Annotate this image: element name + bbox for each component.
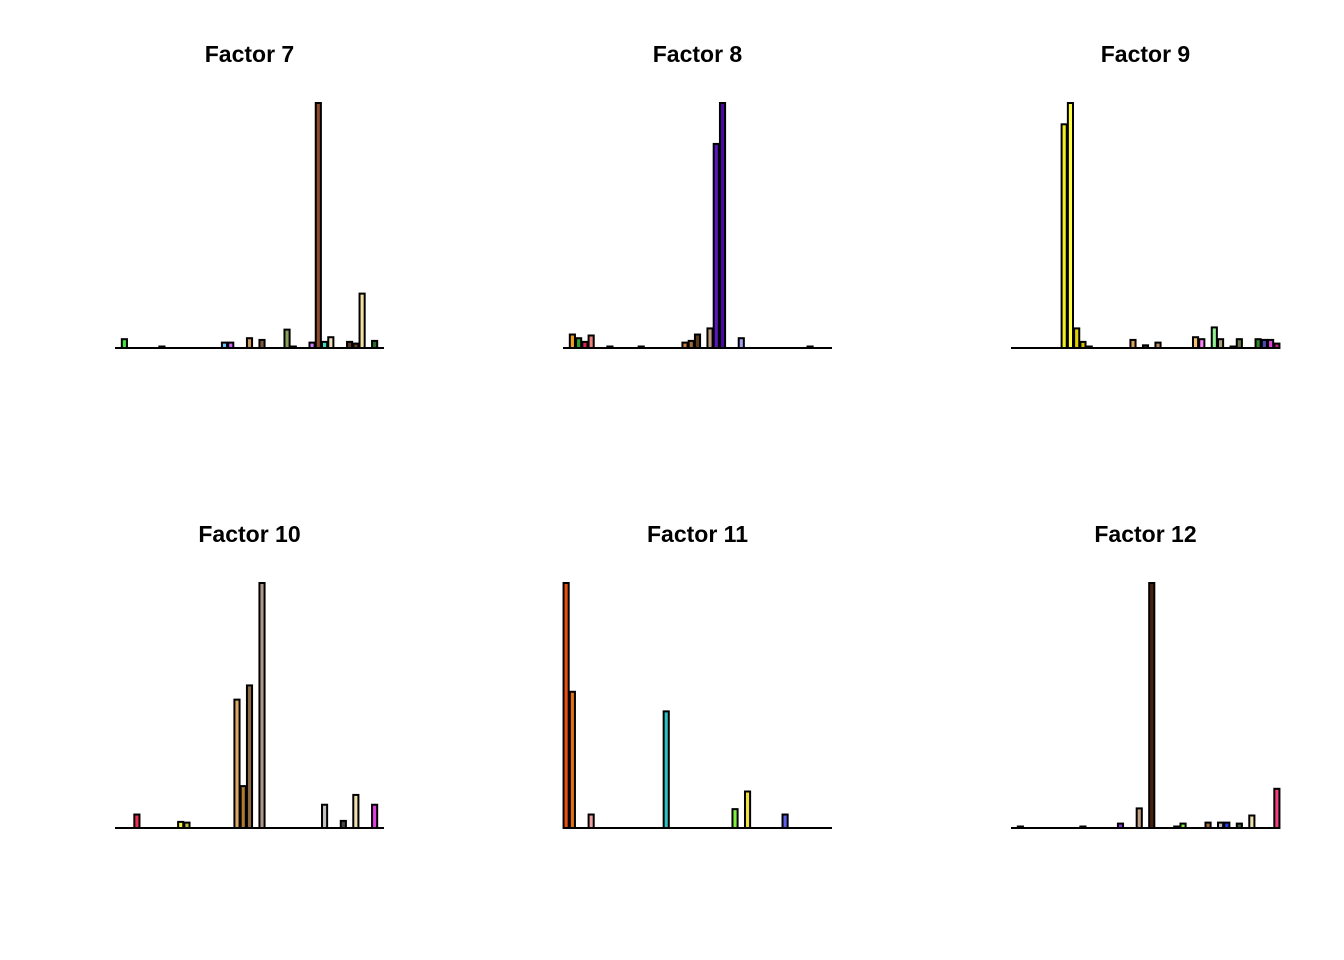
bar — [314, 102, 322, 349]
bar — [1260, 338, 1268, 350]
bar — [687, 339, 695, 350]
panel-title: Factor 12 — [1094, 521, 1196, 547]
bar — [120, 338, 128, 349]
bar — [568, 333, 576, 349]
bar — [1060, 123, 1068, 349]
bar — [662, 710, 670, 830]
bar — [693, 333, 702, 349]
bar — [245, 337, 254, 350]
bar — [321, 803, 329, 829]
bar — [737, 337, 745, 350]
bar — [1248, 814, 1256, 829]
factor-panel-0: Factor 7 — [115, 41, 384, 350]
bar — [1073, 327, 1081, 349]
panel-title: Factor 8 — [653, 41, 743, 67]
bar — [358, 292, 366, 349]
bar — [371, 803, 379, 829]
bar — [352, 793, 360, 829]
bar — [133, 813, 141, 829]
bar — [781, 813, 789, 829]
bar — [712, 142, 720, 349]
bar — [587, 813, 595, 829]
bar — [575, 337, 583, 350]
panel-title: Factor 11 — [647, 521, 748, 547]
bar — [1217, 338, 1225, 349]
bar — [1210, 326, 1218, 350]
bar — [706, 327, 714, 349]
bar — [1066, 102, 1074, 349]
bar — [1129, 338, 1137, 350]
factor-panel-2: Factor 9 — [1011, 41, 1281, 350]
bar — [1148, 582, 1156, 829]
bar — [718, 102, 727, 349]
bar — [743, 790, 752, 829]
bar — [731, 808, 739, 829]
bar — [1191, 336, 1200, 350]
bar — [233, 698, 241, 829]
bar — [1254, 338, 1262, 349]
factor-panel-3: Factor 10 — [115, 521, 384, 830]
panel-title: Factor 10 — [198, 521, 300, 547]
bar — [1135, 807, 1143, 830]
factor-panel-4: Factor 11 — [562, 521, 832, 830]
bar — [568, 690, 576, 830]
bar — [1235, 338, 1243, 349]
bar — [258, 338, 266, 350]
bar — [283, 328, 291, 350]
bar — [587, 334, 595, 349]
bar — [371, 339, 379, 350]
factor-panel-1: Factor 8 — [563, 41, 832, 350]
bar — [1267, 338, 1275, 350]
bar — [327, 336, 335, 350]
bar — [258, 582, 266, 829]
bar — [562, 582, 570, 829]
panel-title: Factor 9 — [1101, 41, 1190, 67]
factor-panel-5: Factor 12 — [1011, 521, 1281, 830]
panel-title: Factor 7 — [205, 41, 294, 67]
bar — [1198, 338, 1206, 349]
bar — [245, 684, 254, 829]
bar — [1273, 787, 1281, 829]
bar — [239, 785, 247, 830]
bar — [339, 819, 347, 830]
